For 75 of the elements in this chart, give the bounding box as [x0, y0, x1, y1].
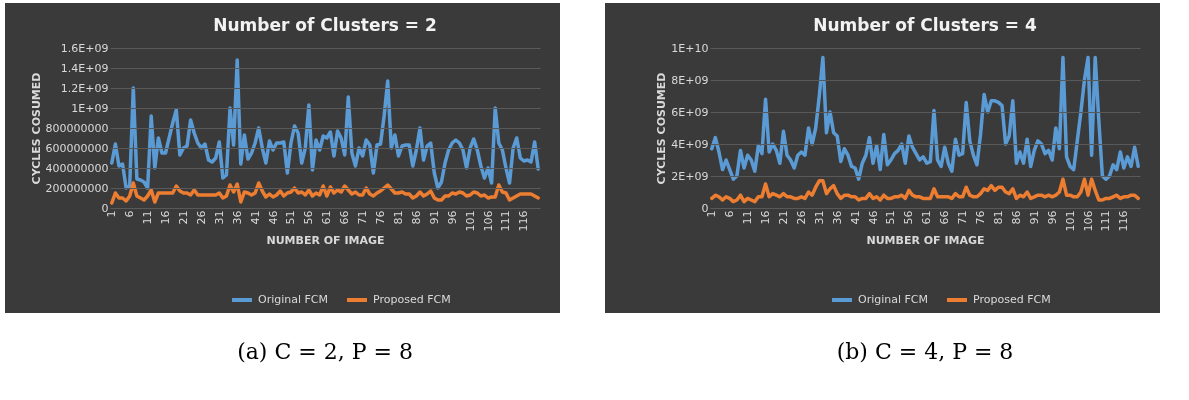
y-tick-label: 200000000 [45, 181, 109, 195]
x-tick-label: 71 [356, 210, 370, 225]
x-axis-title: NUMBER OF IMAGE [866, 234, 985, 248]
x-axis-title: NUMBER OF IMAGE [266, 234, 385, 248]
x-tick-label: 6 [123, 210, 137, 218]
x-tick-label: 16 [159, 210, 173, 225]
legend-label: Proposed FCM [373, 293, 451, 306]
chart-title: Number of Clusters = 4 [813, 15, 1037, 35]
y-tick-label: 400000000 [45, 161, 109, 175]
x-tick-label: 61 [320, 210, 334, 225]
x-tick-label: 31 [812, 210, 826, 225]
x-tick-label: 41 [248, 210, 262, 225]
x-tick-label: 6 [723, 210, 737, 218]
y-tick-label: 1.2E+09 [60, 81, 109, 95]
x-tick-label: 96 [445, 210, 459, 225]
text: (a) C = 2, P = 8 [237, 339, 413, 364]
x-tick-label: 11 [741, 210, 755, 225]
x-tick-label: 16 [759, 210, 773, 225]
x-tick-label: 101 [463, 210, 477, 232]
chart-title: Number of Clusters = 2 [213, 15, 437, 35]
x-tick-label: 46 [866, 210, 880, 225]
x-tick-label: 86 [1009, 210, 1023, 225]
x-tick-label: 111 [499, 210, 513, 232]
x-tick-label: 41 [848, 210, 862, 225]
line-series [110, 58, 540, 190]
line-series [110, 181, 540, 205]
x-tick-label: 91 [1027, 210, 1041, 225]
x-tick-label: 86 [409, 210, 423, 225]
x-tick-label: 21 [176, 210, 190, 225]
x-tick-label: 91 [427, 210, 441, 225]
y-tick-label: 4E+09 [671, 137, 709, 151]
y-tick-label: 1E+10 [671, 41, 709, 55]
x-tick-label: 56 [902, 210, 916, 225]
x-tick-label: 31 [212, 210, 226, 225]
x-tick-label: 66 [938, 210, 952, 225]
x-tick-label: 51 [884, 210, 898, 225]
x-tick-label: 26 [194, 210, 208, 225]
text: (b) C = 4, P = 8 [836, 339, 1014, 364]
x-tick-label: 106 [481, 210, 495, 232]
y-axis-title: CYCLES COSUMED [655, 72, 669, 185]
legend-label: Original FCM [858, 293, 929, 306]
x-tick-label: 21 [776, 210, 790, 225]
y-axis-title: CYCLES COSUMED [29, 72, 43, 185]
x-tick-label: 81 [391, 210, 405, 225]
x-tick-label: 11 [141, 210, 155, 225]
y-tick-label: 1E+09 [71, 101, 109, 115]
x-tick-label: 116 [517, 210, 531, 232]
x-tick-label: 96 [1045, 210, 1059, 225]
y-tick-label: 2E+09 [671, 169, 709, 183]
legend-label: Proposed FCM [973, 293, 1051, 306]
x-tick-label: 56 [302, 210, 316, 225]
y-tick-label: 600000000 [45, 141, 109, 155]
x-tick-label: 46 [266, 210, 280, 225]
y-tick-label: 8E+09 [671, 73, 709, 87]
legend-label: Original FCM [258, 293, 329, 306]
x-tick-label: 106 [1081, 210, 1095, 232]
x-tick-label: 36 [830, 210, 844, 225]
x-tick-label: 111 [1099, 210, 1113, 232]
line-series [710, 55, 1140, 181]
y-tick-label: 1.6E+09 [60, 41, 109, 55]
x-tick-label: 66 [338, 210, 352, 225]
x-tick-label: 81 [991, 210, 1005, 225]
y-tick-label: 1.4E+09 [60, 61, 109, 75]
x-tick-label: 26 [794, 210, 808, 225]
x-tick-label: 51 [284, 210, 298, 225]
x-tick-label: 116 [1117, 210, 1131, 232]
x-tick-label: 101 [1063, 210, 1077, 232]
x-tick-label: 76 [374, 210, 388, 225]
x-tick-label: 71 [956, 210, 970, 225]
x-tick-label: 36 [230, 210, 244, 225]
y-tick-label: 800000000 [45, 121, 109, 135]
x-tick-label: 61 [920, 210, 934, 225]
y-tick-label: 6E+09 [671, 105, 709, 119]
x-tick-label: 76 [974, 210, 988, 225]
line-series [710, 177, 1140, 204]
